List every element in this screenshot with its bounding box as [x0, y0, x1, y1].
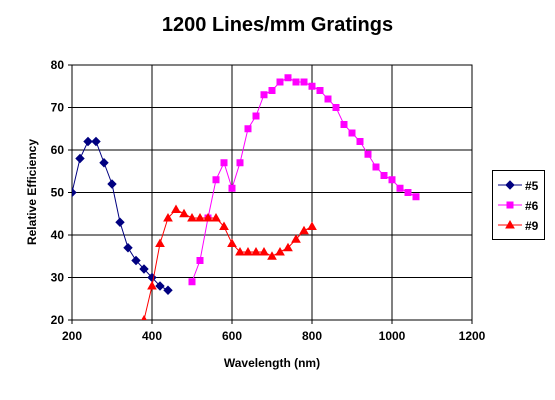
data-point	[227, 238, 237, 247]
data-point	[203, 212, 213, 222]
x-tick-label: 1000	[379, 329, 406, 343]
data-point	[91, 136, 101, 147]
data-point	[107, 179, 117, 189]
data-point	[115, 217, 125, 227]
data-point	[307, 221, 317, 230]
data-point	[123, 243, 133, 253]
data-point	[141, 314, 147, 320]
y-tick-label: 70	[51, 101, 65, 115]
data-point	[220, 159, 228, 167]
data-point	[316, 87, 324, 94]
legend-marker	[505, 180, 515, 190]
legend: #5 #6 #9	[492, 170, 545, 240]
series-3	[141, 204, 317, 320]
data-point	[171, 204, 181, 213]
data-point	[131, 255, 141, 266]
y-axis-title: Relative Efficiency	[25, 139, 39, 245]
x-tick-label: 1200	[459, 329, 486, 343]
data-point	[83, 136, 93, 147]
series-1	[72, 136, 173, 295]
data-point	[268, 87, 276, 94]
data-point	[163, 212, 173, 222]
data-point	[75, 153, 85, 164]
data-point	[251, 246, 261, 256]
data-point	[147, 280, 157, 290]
data-point	[99, 158, 109, 168]
data-point	[139, 264, 149, 274]
series-layer	[72, 74, 420, 320]
y-tick-label: 80	[51, 58, 65, 72]
x-axis-title: Wavelength (nm)	[224, 356, 320, 370]
data-point	[340, 121, 348, 128]
legend-swatch	[498, 201, 522, 209]
y-tick-label: 60	[51, 143, 65, 157]
data-point	[348, 129, 356, 137]
legend-label: #6	[525, 199, 539, 213]
y-tick-label: 40	[51, 228, 65, 242]
data-point	[163, 285, 173, 295]
data-point	[308, 82, 316, 90]
legend-item: #6	[493, 197, 546, 217]
data-point	[188, 278, 196, 286]
data-point	[179, 208, 189, 218]
data-point	[260, 91, 268, 99]
data-point	[332, 104, 340, 111]
data-point	[396, 184, 404, 192]
legend-item: #9	[493, 217, 546, 237]
data-point	[212, 176, 220, 184]
data-point	[267, 251, 277, 260]
x-tick-label: 800	[302, 329, 322, 343]
data-point	[243, 246, 253, 256]
data-point	[72, 187, 77, 198]
data-point	[252, 112, 260, 120]
y-tick-label: 50	[51, 186, 65, 200]
data-point	[356, 138, 364, 145]
data-point	[324, 95, 332, 103]
y-tick-label: 20	[51, 313, 65, 327]
data-point	[299, 225, 309, 235]
chart-title: 1200 Lines/mm Gratings	[161, 14, 394, 36]
series-2	[188, 74, 420, 286]
data-point	[275, 246, 285, 256]
legend-label: #5	[525, 179, 539, 193]
data-point	[155, 238, 165, 247]
x-tick-label: 400	[142, 329, 162, 343]
legend-marker	[506, 201, 514, 209]
data-point	[211, 212, 221, 222]
data-point	[259, 246, 269, 256]
x-tick-label: 600	[222, 329, 242, 343]
data-point	[187, 212, 197, 222]
data-point	[228, 184, 236, 192]
legend-swatch	[498, 180, 522, 190]
data-point	[155, 281, 165, 291]
data-point	[276, 78, 284, 86]
data-point	[380, 172, 388, 179]
x-tick-label: 200	[62, 329, 82, 343]
data-point	[283, 242, 293, 252]
y-tick-label: 30	[51, 271, 65, 285]
grid-layer	[71, 64, 473, 321]
tick-labels: 200 400 600 800 1000 1200 20 30 40 50 60 70 80	[51, 58, 486, 343]
legend-swatch	[498, 219, 522, 229]
legend-label: #9	[525, 219, 539, 233]
data-point	[195, 212, 205, 222]
data-point	[236, 159, 244, 167]
data-point	[412, 193, 420, 201]
data-point	[300, 78, 308, 86]
data-point	[291, 234, 301, 243]
data-point	[404, 189, 412, 196]
data-point	[284, 74, 292, 82]
legend-marker	[505, 219, 515, 229]
data-point	[244, 125, 252, 133]
data-point	[235, 246, 245, 256]
data-point	[196, 257, 204, 264]
data-point	[388, 176, 396, 184]
legend-item: #5	[493, 177, 546, 197]
data-point	[219, 221, 229, 230]
data-point	[364, 150, 372, 158]
data-point	[372, 163, 380, 171]
data-point	[292, 78, 300, 86]
